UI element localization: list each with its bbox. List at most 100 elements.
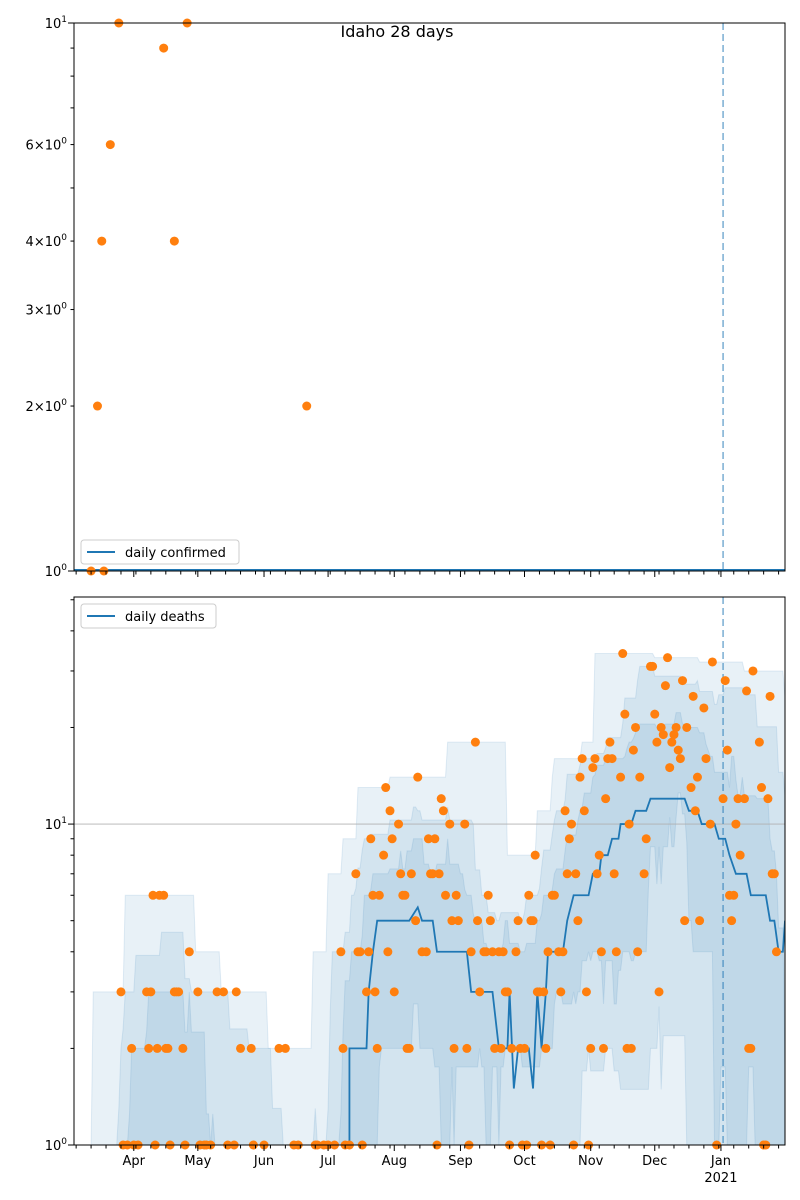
data-point (146, 987, 156, 997)
data-point (558, 947, 568, 957)
data-point (631, 722, 641, 732)
data-point (436, 794, 446, 804)
data-point (566, 819, 576, 829)
y-tick-label: 100 (45, 1137, 68, 1154)
data-point (460, 819, 470, 829)
data-point (541, 1043, 551, 1053)
data-point (524, 890, 534, 900)
plot-area (74, 23, 785, 571)
data-point (579, 806, 589, 816)
data-point (466, 947, 476, 957)
x-tick-label: May (184, 1154, 211, 1169)
data-point (148, 890, 158, 900)
data-point (596, 947, 606, 957)
data-point (336, 947, 346, 957)
data-point (720, 676, 730, 686)
x-tick-label: Jan (710, 1154, 731, 1169)
data-point (620, 709, 630, 719)
data-point (656, 722, 666, 732)
data-point (438, 806, 448, 816)
data-point (218, 987, 228, 997)
data-point (351, 869, 361, 879)
y-tick-label: 3×100 (26, 302, 68, 319)
data-point (690, 806, 700, 816)
data-point (686, 783, 696, 793)
data-point (581, 987, 591, 997)
data-point (695, 916, 705, 926)
data-point (727, 916, 737, 926)
data-point (660, 681, 670, 691)
y-tick-label: 100 (45, 563, 68, 580)
data-point (667, 737, 677, 747)
data-point (453, 916, 463, 926)
data-point (641, 834, 651, 844)
data-point (473, 916, 483, 926)
data-point (562, 869, 572, 879)
data-point (231, 987, 241, 997)
data-point (105, 140, 115, 150)
y-tick-label: 101 (45, 15, 67, 32)
data-point (571, 869, 581, 879)
data-point (366, 834, 376, 844)
data-point (650, 709, 660, 719)
data-point (338, 1043, 348, 1053)
data-point (236, 1043, 246, 1053)
data-point (680, 916, 690, 926)
x-tick-sublabel: 2021 (704, 1171, 737, 1186)
data-point (705, 819, 715, 829)
data-point (673, 745, 683, 755)
data-points (86, 18, 312, 576)
data-point (406, 869, 416, 879)
x-tick-label: Apr (123, 1154, 146, 1169)
data-point (701, 754, 711, 764)
data-point (193, 987, 203, 997)
data-point (748, 666, 758, 676)
data-point (633, 947, 643, 957)
data-point (626, 1043, 636, 1053)
data-point (430, 834, 440, 844)
data-point (594, 850, 604, 860)
data-point (475, 987, 485, 997)
data-point (385, 806, 395, 816)
legend-label: daily confirmed (125, 546, 226, 561)
data-point (163, 1043, 173, 1053)
data-point (246, 1043, 256, 1053)
data-point (654, 987, 664, 997)
data-point (739, 794, 749, 804)
data-point (520, 1043, 530, 1053)
data-point (394, 819, 404, 829)
data-point (127, 1043, 137, 1053)
legend-label: daily deaths (125, 610, 205, 625)
data-point (441, 890, 451, 900)
data-point (389, 987, 399, 997)
data-point (688, 691, 698, 701)
data-point (549, 890, 559, 900)
data-point (560, 806, 570, 816)
data-point (447, 916, 457, 926)
x-tick-label: Nov (578, 1154, 604, 1169)
data-point (771, 947, 781, 957)
data-point (364, 947, 374, 957)
chart-title: Idaho 28 days (341, 22, 454, 41)
data-point (374, 890, 384, 900)
data-point (699, 703, 709, 713)
data-point (387, 834, 397, 844)
data-point (671, 722, 681, 732)
data-point (152, 1043, 162, 1053)
data-point (682, 722, 692, 732)
legend-deaths: daily deaths (80, 603, 217, 629)
data-point (586, 1043, 596, 1053)
x-tick-label: Jun (253, 1154, 274, 1169)
data-point (588, 763, 598, 773)
axes-frame (73, 596, 786, 1146)
data-point (483, 890, 493, 900)
x-tick-label: Oct (513, 1154, 535, 1169)
quantile-band-2 (120, 712, 785, 1145)
data-point (169, 236, 179, 246)
data-point (669, 730, 679, 740)
data-point (607, 754, 617, 764)
data-point (490, 1043, 500, 1053)
data-point (665, 763, 675, 773)
data-point (404, 1043, 414, 1053)
